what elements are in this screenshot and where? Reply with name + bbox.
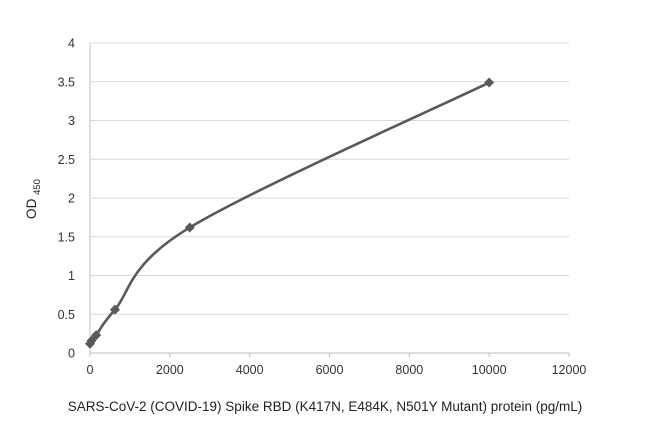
y-tick-label: 1.5 <box>58 230 75 244</box>
y-axis-title-main: OD <box>24 198 39 219</box>
data-point-marker <box>86 335 97 346</box>
x-axis-title: SARS-CoV-2 (COVID-19) Spike RBD (K417N, … <box>68 399 582 414</box>
x-tick-label: 2000 <box>156 363 184 377</box>
y-tick-label: 4 <box>68 37 75 51</box>
axes <box>89 43 570 357</box>
data-point-marker <box>184 222 195 233</box>
fitted-curve <box>88 81 491 345</box>
y-tick-label: 2 <box>68 192 75 206</box>
data-points <box>85 77 495 349</box>
data-point-marker <box>109 304 120 315</box>
y-tick-label: 2.5 <box>58 153 75 167</box>
gridlines <box>90 42 569 315</box>
x-tick-label: 10000 <box>472 363 507 377</box>
x-tick-label: 12000 <box>552 363 587 377</box>
y-tick-label: 0.5 <box>58 308 75 322</box>
x-tick-label: 0 <box>87 363 94 377</box>
y-tick-label: 3.5 <box>58 75 75 89</box>
x-tick-label: 6000 <box>316 363 344 377</box>
y-axis-title-subscript: 450 <box>32 179 43 195</box>
y-tick-label: 1 <box>68 269 75 283</box>
x-tick-label: 8000 <box>395 363 423 377</box>
y-tick-label: 3 <box>68 114 75 128</box>
x-tick-labels: 0 2000 4000 6000 8000 10000 12000 <box>87 363 587 377</box>
x-tick-label: 4000 <box>236 363 264 377</box>
data-point-marker <box>91 330 102 341</box>
data-point-marker <box>484 77 495 88</box>
y-tick-label: 0 <box>68 347 75 361</box>
y-axis-title: OD 450 <box>24 179 43 219</box>
y-tick-labels: 0 0.5 1 1.5 2 2.5 3 3.5 4 <box>58 37 75 361</box>
